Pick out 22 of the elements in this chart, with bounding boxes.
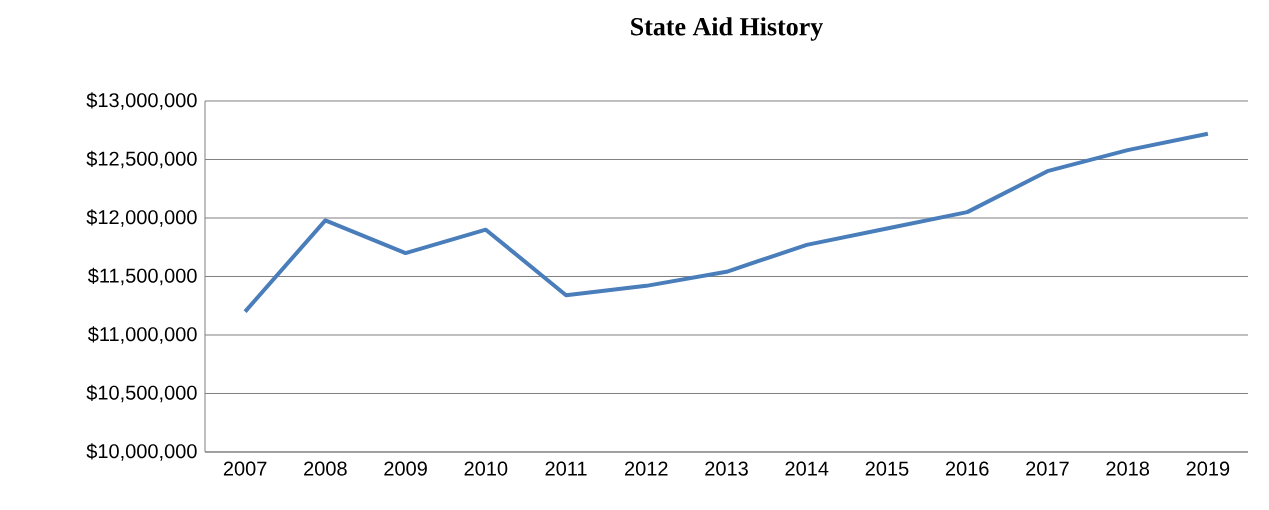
x-tick-label: 2010	[464, 461, 508, 476]
y-tick-label: $12,000,000	[86, 209, 197, 227]
chart-title: State Aid History	[631, 17, 823, 41]
y-tick-label: $10,500,000	[86, 384, 197, 403]
x-tick-label: 2016	[945, 461, 989, 476]
y-tick-label: $11,500,000	[87, 267, 197, 286]
x-tick-label: 2009	[384, 461, 427, 476]
x-tick-label: 2012	[625, 461, 668, 476]
y-tick-label: $11,000,000	[87, 326, 197, 344]
x-tick-label: 2007	[223, 461, 267, 476]
x-tick-label: 2015	[865, 461, 909, 476]
x-tick-label: 2017	[1026, 461, 1069, 476]
y-tick-label: $10,000,000	[86, 443, 197, 461]
x-tick-label: 2013	[705, 461, 748, 476]
x-tick-label: 2011	[545, 461, 587, 476]
y-tick-label: $12,500,000	[86, 150, 197, 169]
x-tick-label: 2019	[1186, 461, 1230, 476]
x-tick-label: 2008	[304, 461, 347, 476]
y-tick-label: $13,000,000	[86, 92, 197, 110]
x-tick-label: 2014	[785, 461, 829, 476]
line-series	[243, 131, 1210, 314]
x-tick-label: 2018	[1106, 461, 1150, 476]
